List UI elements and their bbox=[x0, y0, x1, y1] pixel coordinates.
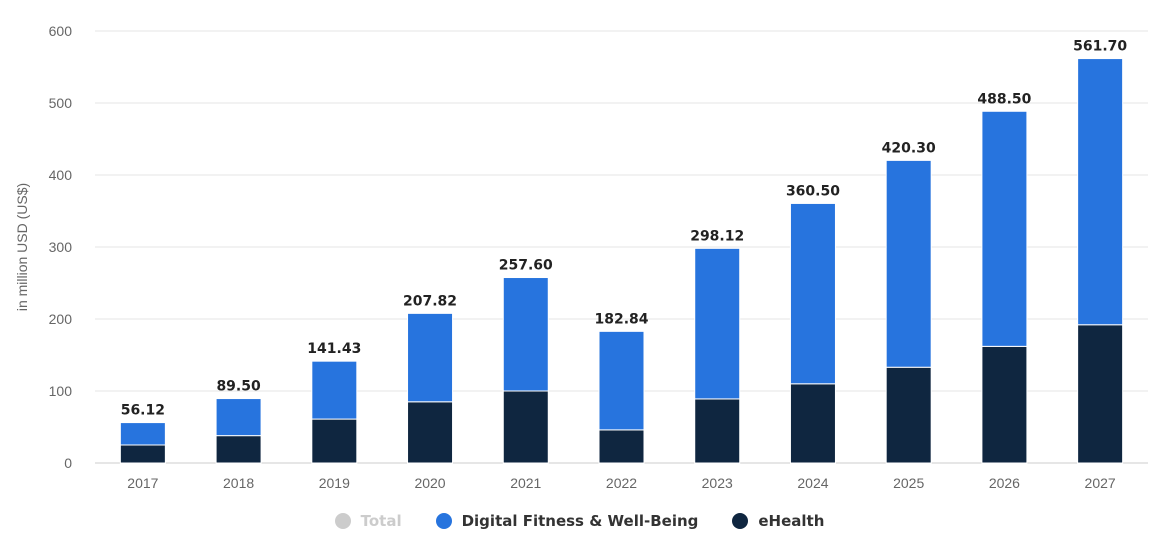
x-tick-label: 2024 bbox=[797, 475, 828, 491]
stacked-bar-chart: 56.12 89.50 141.43 207.82 257.60 182.84 298.12… bbox=[14, 23, 1148, 491]
x-tick-label: 2026 bbox=[989, 475, 1020, 491]
legend-dot-total bbox=[334, 513, 351, 529]
x-tick-label: 2020 bbox=[414, 475, 445, 491]
x-tick-label: 2025 bbox=[893, 475, 924, 491]
data-label-total: 420.30 bbox=[882, 140, 936, 156]
grid-lines bbox=[95, 30, 1148, 464]
y-tick-label: 300 bbox=[49, 239, 73, 255]
x-tick-label: 2017 bbox=[127, 475, 158, 491]
bar-segment-digital-fitness[interactable] bbox=[502, 277, 549, 392]
bar-segment-ehealth[interactable] bbox=[119, 444, 166, 464]
legend-item-total[interactable]: Total bbox=[334, 512, 402, 530]
data-label-total: 56.12 bbox=[121, 403, 165, 419]
bar-segment-ehealth[interactable] bbox=[598, 429, 645, 464]
data-label-total: 257.60 bbox=[499, 258, 553, 274]
bar-segment-digital-fitness[interactable] bbox=[311, 360, 358, 420]
data-label-total: 141.43 bbox=[307, 341, 361, 357]
y-tick-label: 200 bbox=[49, 311, 73, 327]
bar-segment-digital-fitness[interactable] bbox=[789, 202, 836, 385]
bars bbox=[119, 58, 1124, 464]
x-tick-label: 2027 bbox=[1085, 475, 1116, 491]
bar-segment-digital-fitness[interactable] bbox=[885, 159, 932, 368]
bar-segment-ehealth[interactable] bbox=[1077, 324, 1124, 464]
legend-label-digital-fitness: Digital Fitness & Well-Being bbox=[461, 512, 699, 530]
bar-segment-ehealth[interactable] bbox=[311, 418, 358, 464]
legend-item-digital-fitness[interactable]: Digital Fitness & Well-Being bbox=[435, 512, 699, 530]
bar-segment-digital-fitness[interactable] bbox=[215, 398, 262, 437]
bar-segment-digital-fitness[interactable] bbox=[407, 312, 454, 403]
y-tick-label: 0 bbox=[64, 455, 72, 471]
bar-segment-digital-fitness[interactable] bbox=[981, 110, 1028, 347]
legend-label-total: Total bbox=[360, 512, 402, 530]
bar-segment-ehealth[interactable] bbox=[789, 383, 836, 464]
bar-segment-ehealth[interactable] bbox=[981, 345, 1028, 464]
data-label-total: 298.12 bbox=[690, 228, 744, 244]
bar-segment-digital-fitness[interactable] bbox=[694, 247, 741, 400]
data-label-total: 488.50 bbox=[977, 91, 1031, 107]
bar-segment-ehealth[interactable] bbox=[215, 435, 262, 464]
y-tick-label: 100 bbox=[49, 383, 73, 399]
y-axis-title: in million USD (US$) bbox=[14, 183, 30, 311]
bar-segment-ehealth[interactable] bbox=[694, 398, 741, 464]
x-tick-label: 2019 bbox=[319, 475, 350, 491]
y-tick-label: 500 bbox=[49, 95, 73, 111]
axis-ticks: 0 100 200 300 400 500 600 2017 2018 2019 2020 2021 2… bbox=[49, 23, 1116, 491]
y-tick-label: 400 bbox=[49, 167, 73, 183]
bar-segment-digital-fitness[interactable] bbox=[598, 330, 645, 431]
data-label-total: 207.82 bbox=[403, 293, 457, 309]
legend-dot-ehealth bbox=[732, 513, 749, 529]
data-label-total: 89.50 bbox=[216, 379, 261, 395]
bar-segment-ehealth[interactable] bbox=[407, 401, 454, 464]
legend-item-ehealth[interactable]: eHealth bbox=[732, 512, 824, 530]
total-labels: 56.12 89.50 141.43 207.82 257.60 182.84 298.12… bbox=[121, 39, 1128, 419]
data-label-total: 360.50 bbox=[786, 183, 840, 199]
y-tick-label: 600 bbox=[49, 23, 73, 39]
x-tick-label: 2022 bbox=[606, 475, 637, 491]
x-tick-label: 2023 bbox=[702, 475, 733, 491]
data-label-total: 561.70 bbox=[1073, 39, 1127, 55]
legend-label-ehealth: eHealth bbox=[758, 512, 825, 530]
legend-dot-digital-fitness bbox=[435, 513, 452, 529]
x-tick-label: 2021 bbox=[510, 475, 541, 491]
bar-segment-digital-fitness[interactable] bbox=[1077, 58, 1124, 326]
legend: Total Digital Fitness & Well-Being eHeal… bbox=[0, 512, 1159, 530]
data-label-total: 182.84 bbox=[594, 311, 648, 327]
x-tick-label: 2018 bbox=[223, 475, 254, 491]
bar-segment-ehealth[interactable] bbox=[502, 390, 549, 464]
bar-segment-ehealth[interactable] bbox=[885, 366, 932, 464]
bar-segment-digital-fitness[interactable] bbox=[119, 422, 166, 446]
